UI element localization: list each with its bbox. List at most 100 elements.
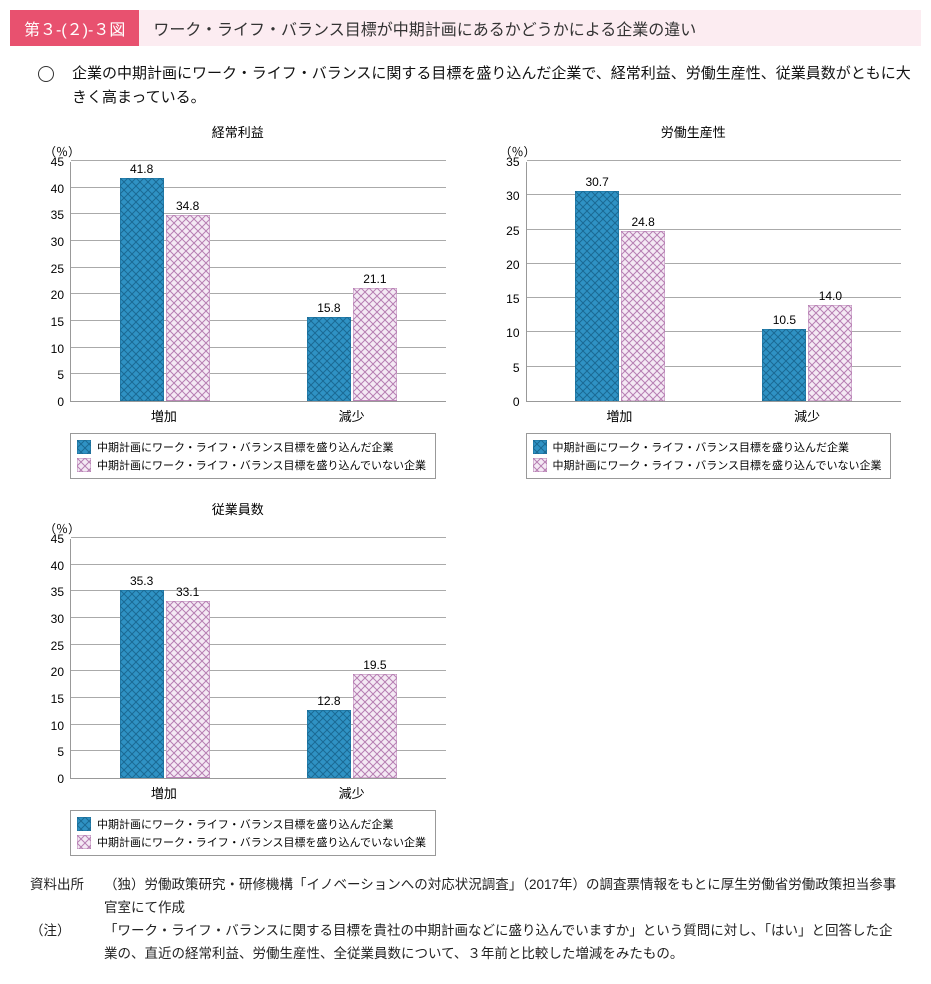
x-category-label: 減少 [258, 779, 446, 802]
legend-label: 中期計画にワーク・ライフ・バランス目標を盛り込んだ企業 [97, 816, 394, 832]
x-category-label: 増加 [70, 402, 258, 425]
chart-0: 経常利益（％）05101520253035404541.834.815.821.… [30, 122, 446, 479]
chart-title: 従業員数 [30, 499, 446, 518]
figure-title: ワーク・ライフ・バランス目標が中期計画にあるかどうかによる企業の違い [139, 10, 921, 46]
bar: 15.8 [307, 317, 351, 401]
y-tick: 30 [506, 189, 519, 203]
y-axis-unit: （％） [44, 520, 446, 537]
legend-label: 中期計画にワーク・ライフ・バランス目標を盛り込んでいない企業 [97, 834, 426, 850]
bar-value-label: 21.1 [363, 272, 386, 286]
bullet-circle-icon [38, 66, 54, 82]
grid-line [527, 160, 902, 161]
y-tick: 0 [513, 395, 520, 409]
bar-value-label: 34.8 [176, 199, 199, 213]
bar-group: 41.834.8 [120, 178, 210, 401]
bar: 35.3 [120, 590, 164, 778]
bar-value-label: 12.8 [317, 694, 340, 708]
y-tick: 0 [57, 772, 64, 786]
legend-item: 中期計画にワーク・ライフ・バランス目標を盛り込んだ企業 [77, 815, 429, 833]
legend-label: 中期計画にワーク・ライフ・バランス目標を盛り込んでいない企業 [553, 457, 882, 473]
bar: 19.5 [353, 674, 397, 778]
y-tick: 45 [51, 532, 64, 546]
y-tick: 5 [57, 368, 64, 382]
x-category-label: 減少 [258, 402, 446, 425]
bar: 21.1 [353, 288, 397, 401]
chart-title: 労働生産性 [486, 122, 902, 141]
legend: 中期計画にワーク・ライフ・バランス目標を盛り込んだ企業中期計画にワーク・ライフ・… [526, 433, 892, 479]
y-tick: 35 [51, 585, 64, 599]
y-tick: 35 [506, 155, 519, 169]
y-tick: 5 [57, 745, 64, 759]
bar-value-label: 35.3 [130, 574, 153, 588]
y-tick: 30 [51, 612, 64, 626]
y-tick: 10 [51, 719, 64, 733]
y-tick: 15 [51, 315, 64, 329]
chart-title: 経常利益 [30, 122, 446, 141]
plot-area: 30.724.810.514.0 [526, 162, 902, 402]
x-category-label: 増加 [526, 402, 714, 425]
bar-group: 15.821.1 [307, 288, 397, 401]
y-tick: 25 [51, 262, 64, 276]
legend-item: 中期計画にワーク・ライフ・バランス目標を盛り込んでいない企業 [533, 456, 885, 474]
y-tick: 20 [51, 288, 64, 302]
x-category-label: 増加 [70, 779, 258, 802]
summary-text: 企業の中期計画にワーク・ライフ・バランスに関する目標を盛り込んだ企業で、経常利益… [72, 62, 913, 110]
y-tick: 15 [51, 692, 64, 706]
figure-number-badge: 第３-(２)-３図 [10, 10, 139, 46]
source-text: （独）労働政策研究・研修機構「イノベーションへの対応状況調査」（2017年）の調… [104, 874, 901, 920]
note-text: 「ワーク・ライフ・バランスに関する目標を貴社の中期計画などに盛り込んでいますか」… [104, 920, 901, 966]
bar-value-label: 19.5 [363, 658, 386, 672]
figure-header: 第３-(２)-３図 ワーク・ライフ・バランス目標が中期計画にあるかどうかによる企… [10, 10, 921, 46]
bar-value-label: 14.0 [819, 289, 842, 303]
y-tick: 5 [513, 361, 520, 375]
grid-line [71, 160, 446, 161]
bar-group: 30.724.8 [575, 191, 665, 402]
footer-notes: 資料出所 （独）労働政策研究・研修機構「イノベーションへの対応状況調査」（201… [10, 856, 921, 974]
bar-value-label: 10.5 [773, 313, 796, 327]
bar: 14.0 [808, 305, 852, 401]
y-axis-unit: （％） [44, 143, 446, 160]
legend-item: 中期計画にワーク・ライフ・バランス目標を盛り込んでいない企業 [77, 456, 429, 474]
bar: 33.1 [166, 601, 210, 778]
grid-line [71, 564, 446, 565]
bar-group: 35.333.1 [120, 590, 210, 778]
grid-line [71, 537, 446, 538]
charts-grid: 経常利益（％）05101520253035404541.834.815.821.… [10, 122, 921, 856]
y-tick: 0 [57, 395, 64, 409]
legend: 中期計画にワーク・ライフ・バランス目標を盛り込んだ企業中期計画にワーク・ライフ・… [70, 810, 436, 856]
y-tick: 40 [51, 559, 64, 573]
y-tick: 30 [51, 235, 64, 249]
y-tick: 10 [51, 342, 64, 356]
bar: 10.5 [762, 329, 806, 401]
bar: 41.8 [120, 178, 164, 401]
y-tick: 40 [51, 182, 64, 196]
y-tick: 20 [51, 665, 64, 679]
legend: 中期計画にワーク・ライフ・バランス目標を盛り込んだ企業中期計画にワーク・ライフ・… [70, 433, 436, 479]
y-tick: 45 [51, 155, 64, 169]
bar: 12.8 [307, 710, 351, 778]
bar: 24.8 [621, 231, 665, 401]
legend-item: 中期計画にワーク・ライフ・バランス目標を盛り込んでいない企業 [77, 833, 429, 851]
legend-item: 中期計画にワーク・ライフ・バランス目標を盛り込んだ企業 [77, 438, 429, 456]
plot-area: 35.333.112.819.5 [70, 539, 446, 779]
y-tick: 20 [506, 258, 519, 272]
bar: 34.8 [166, 215, 210, 401]
summary: 企業の中期計画にワーク・ライフ・バランスに関する目標を盛り込んだ企業で、経常利益… [10, 58, 921, 122]
bar-group: 12.819.5 [307, 674, 397, 778]
chart-1: 労働生産性（％）0510152025303530.724.810.514.0増加… [486, 122, 902, 479]
y-tick: 25 [51, 639, 64, 653]
y-tick: 35 [51, 208, 64, 222]
legend-item: 中期計画にワーク・ライフ・バランス目標を盛り込んだ企業 [533, 438, 885, 456]
legend-label: 中期計画にワーク・ライフ・バランス目標を盛り込んだ企業 [553, 439, 850, 455]
y-tick: 25 [506, 224, 519, 238]
bar-value-label: 15.8 [317, 301, 340, 315]
y-axis-unit: （％） [500, 143, 902, 160]
source-label: 資料出所 [30, 874, 104, 920]
bar-value-label: 30.7 [585, 175, 608, 189]
y-tick: 15 [506, 292, 519, 306]
bar: 30.7 [575, 191, 619, 402]
y-tick: 10 [506, 326, 519, 340]
legend-label: 中期計画にワーク・ライフ・バランス目標を盛り込んだ企業 [97, 439, 394, 455]
bar-value-label: 33.1 [176, 585, 199, 599]
note-label: （注） [30, 920, 104, 966]
